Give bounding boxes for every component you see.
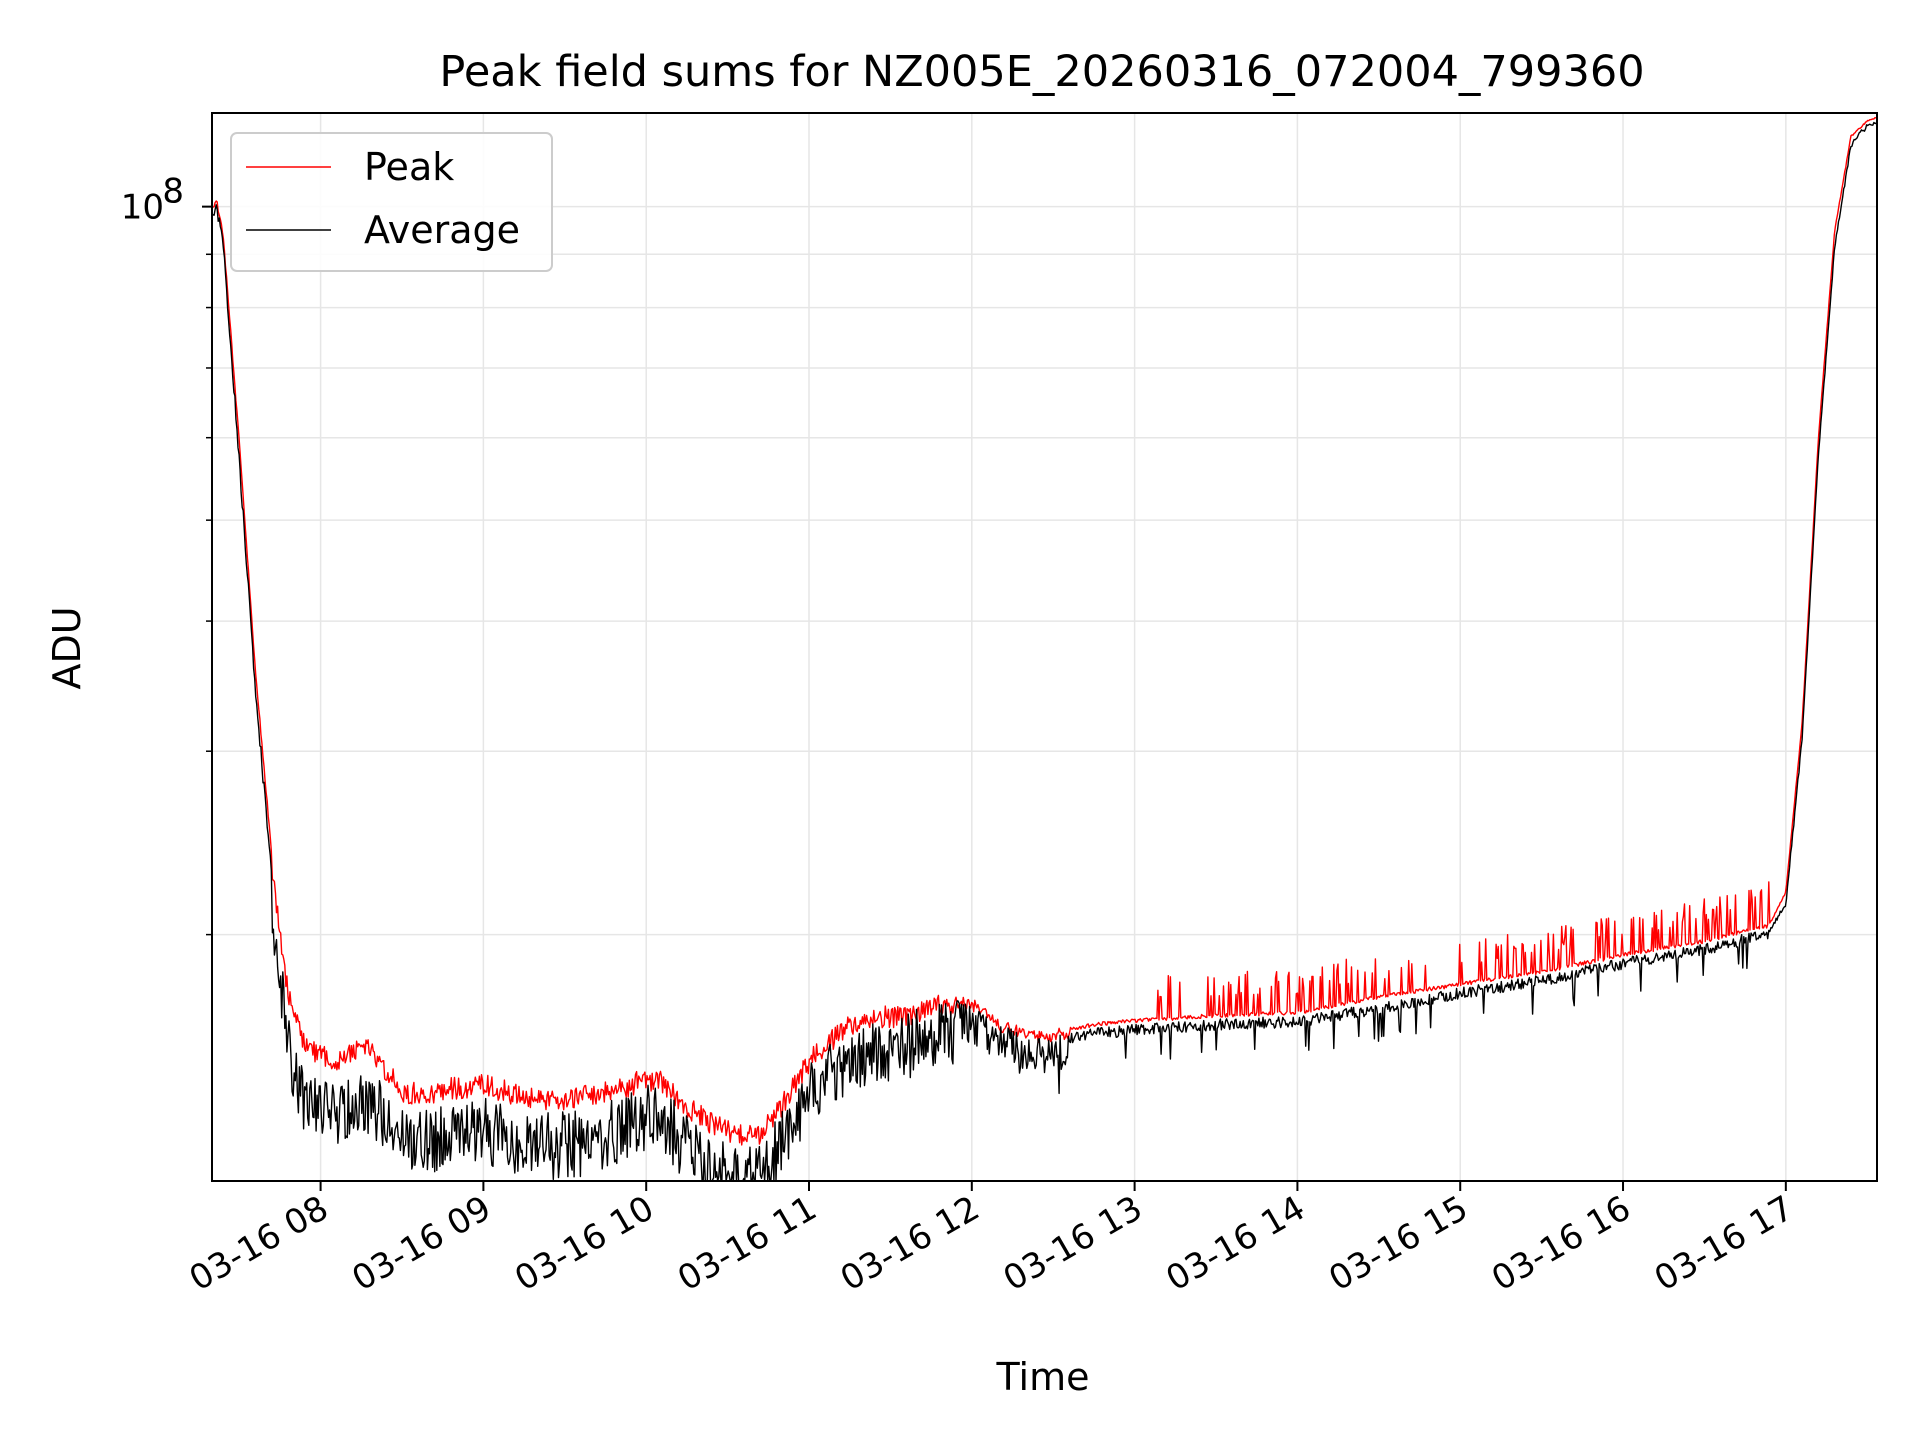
y-axis-ticks: 108 [121,172,212,936]
grid-lines [212,113,1877,1181]
y-axis-label: ADU [45,606,89,689]
y-tick-label-exponent: 8 [162,172,184,212]
series-line-average [211,120,1878,1182]
series-line-peak [211,117,1878,1146]
chart-title: Peak field sums for NZ005E_20260316_0720… [439,47,1644,97]
y-tick-label-base: 10 [121,188,164,228]
plot-frame [211,112,1878,1182]
plot-series [211,117,1878,1182]
x-axis-label: Time [996,1355,1090,1399]
legend: Peak Average [230,132,553,272]
legend-label-average: Average [364,208,520,252]
legend-label-peak: Peak [364,145,454,189]
